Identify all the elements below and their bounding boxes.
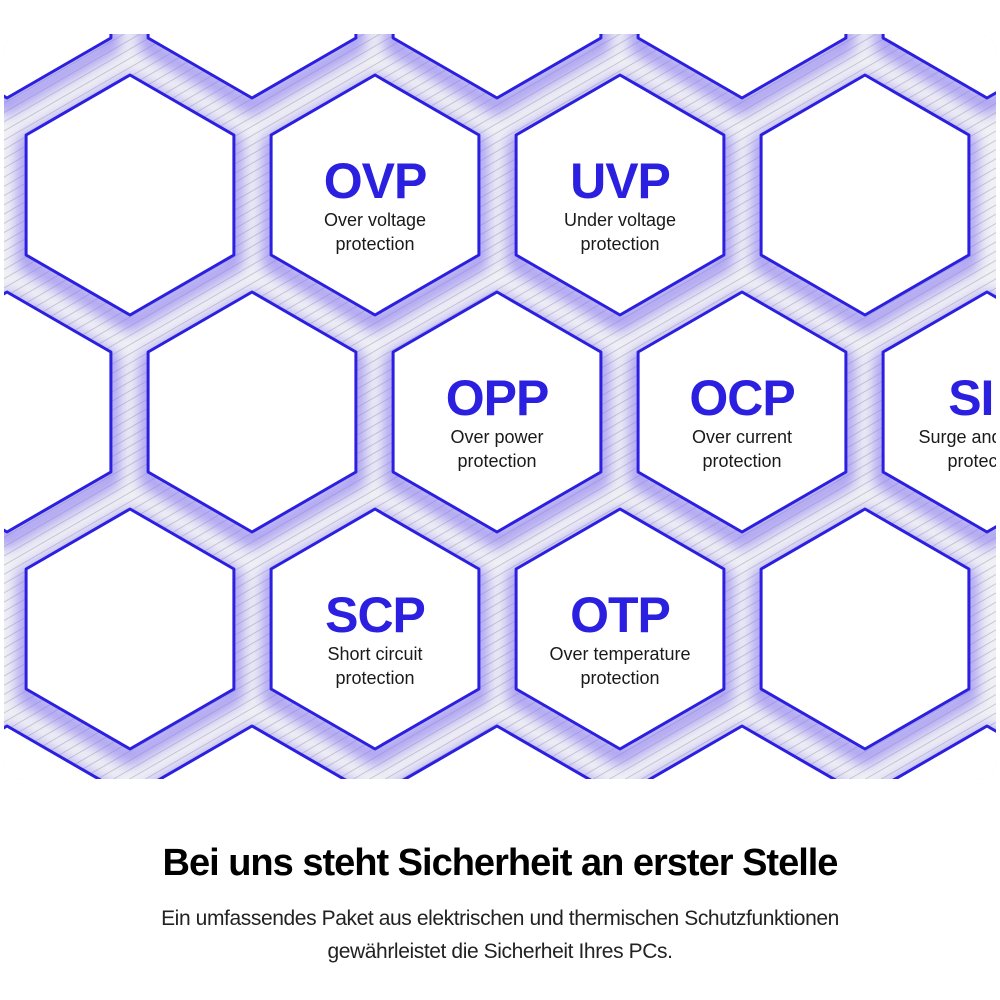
subheadline-line-2: gewährleistet die Sicherheit Ihres PCs. [327,940,673,963]
protection-description: Over temperature [549,644,691,664]
hexagon-shape [4,290,113,534]
hexagon-tile [4,34,120,115]
protection-otp: OTP Over temperature protection [510,588,730,690]
protection-description: Over power [450,427,544,447]
headline: Bei uns steht Sicherheit an erster Stell… [162,842,839,884]
protection-description: protection [580,668,660,688]
protection-description: protection [457,451,537,471]
hexagon-tile [262,73,488,332]
protection-description: Surge and inrush [918,427,996,447]
hexagon-shape [647,724,837,779]
hexagon-glow [629,34,855,115]
hexagon-tile [891,724,996,779]
hexagon-tile [384,34,610,115]
protection-description: protection [335,234,415,254]
hexagon-tile [752,507,978,766]
protection-opp: OPP Over power protection [387,371,607,473]
hexagon-tile [139,290,365,549]
honeycomb-panel: OVP Over voltage protection UVP Under voltag… [4,34,996,779]
protection-code: OVP [323,153,428,209]
hexagon-shape [146,34,358,100]
protection-ocp: OCP Over current protection [632,371,852,473]
hexagon-shape [514,73,726,317]
hexagon-tile [4,724,103,779]
hexagon-shape [391,290,603,534]
hexagon-shape [4,724,102,779]
hexagon-shape [157,724,347,779]
hexagon-shape [881,34,996,100]
protection-uvp: UVP Under voltage protection [510,154,730,256]
hexagon-shape [881,290,996,534]
hexagon-tile [17,73,243,332]
protection-ovp: OVP Over voltage protection [265,154,485,256]
hexagon-tile [384,290,610,549]
protection-sip: SIPSurge and inrush protection [877,371,996,473]
hexagon-shape [24,507,236,751]
hexagon-glow [139,34,365,115]
hexagon-tile [752,73,978,332]
protection-description: protection [580,234,660,254]
protection-description: protection [335,668,415,688]
hexagon-shape [759,507,971,751]
hexagon-shape [24,73,236,317]
hexagon-tile [507,507,733,766]
hexagon-tile [507,73,733,332]
subheadline: Ein umfassendes Paket aus elektrischen u… [100,902,900,968]
hexagon-tile [629,290,855,549]
hexagon-tile [401,724,593,779]
hexagon-tile [629,34,855,115]
protection-code: SIP [948,370,996,426]
hexagon-tile [646,724,838,779]
hexagon-glow [384,34,610,115]
hexagon-shape [514,507,726,751]
hexagon-shape [892,724,996,779]
hexagon-shape [391,34,603,100]
hexagon-glow [874,34,996,115]
protection-description: protection [947,451,996,471]
hexagon-shape [269,73,481,317]
protection-description: protection [702,451,782,471]
protection-scp: SCP Short circuit protection [265,588,485,690]
hexagon-shape [146,290,358,534]
protection-description: Under voltage [563,210,677,230]
hexagon-shape [4,34,113,100]
hexagon-shape [402,724,592,779]
hexagon-shape [636,34,848,100]
hexagon-tile [139,34,365,115]
protection-code: OPP [445,370,550,426]
hexagon-shape [759,73,971,317]
hexagon-tile [156,724,348,779]
protection-description: Short circuit [327,644,423,664]
subheadline-line-1: Ein umfassendes Paket aus elektrischen u… [161,907,839,930]
hexagon-tile [874,290,996,549]
hexagon-shape [636,290,848,534]
honeycomb-graphic [4,34,996,779]
hexagon-tile [4,290,120,549]
hexagon-glow [4,34,120,115]
protection-description: Over current [691,427,793,447]
protection-description: Over voltage [323,210,427,230]
protection-code: OCP [689,370,795,426]
protection-code: SCP [325,587,426,643]
hexagon-tile [874,34,996,115]
protection-code: UVP [570,153,671,209]
hexagon-shape [269,507,481,751]
hexagon-tile [262,507,488,766]
hexagon-tile [17,507,243,766]
protection-code: OTP [570,587,671,643]
